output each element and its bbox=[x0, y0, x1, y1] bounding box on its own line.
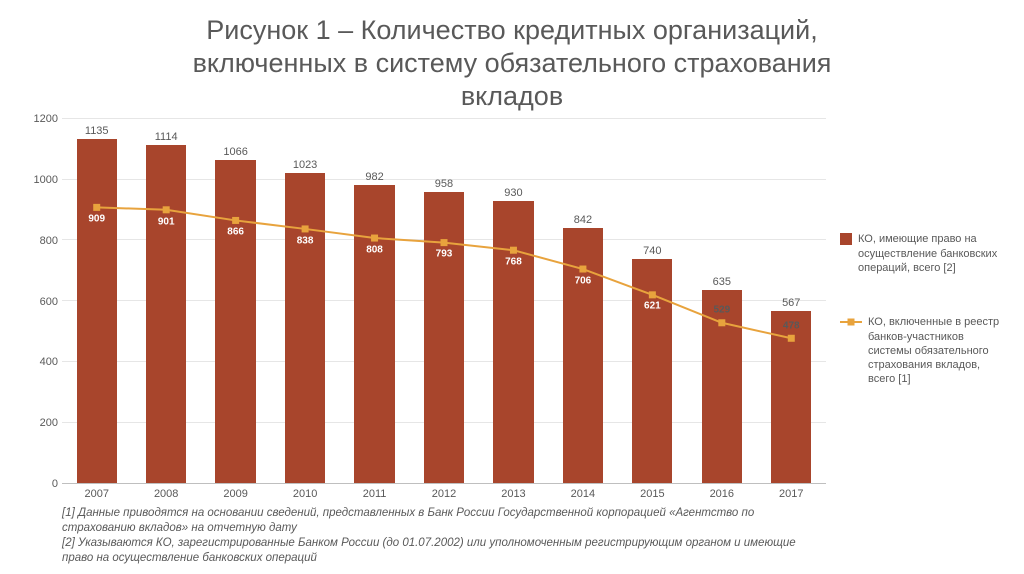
footnote: [2] Указываются КО, зарегистрированные Б… bbox=[62, 536, 824, 566]
plot-row: 020040060080010001200 113511141066102398… bbox=[20, 119, 826, 484]
bar-value-label: 1114 bbox=[155, 131, 178, 143]
bar bbox=[424, 192, 464, 483]
y-tick-label: 200 bbox=[40, 417, 58, 429]
x-tick-label: 2008 bbox=[131, 484, 200, 500]
chart-row: 020040060080010001200 113511141066102398… bbox=[20, 119, 1004, 500]
bar-slot: 1066 bbox=[201, 119, 270, 483]
title-line: Рисунок 1 – Количество кредитных организ… bbox=[20, 14, 1004, 47]
bar-value-label: 740 bbox=[643, 245, 661, 257]
bar bbox=[632, 259, 672, 484]
x-tick-label: 2012 bbox=[409, 484, 478, 500]
legend-swatch-bar-icon bbox=[840, 233, 852, 245]
y-tick-label: 800 bbox=[40, 235, 58, 247]
bar-value-label: 567 bbox=[782, 297, 800, 309]
bar-value-label: 842 bbox=[574, 214, 592, 226]
x-tick-label: 2009 bbox=[201, 484, 270, 500]
slide: Рисунок 1 – Количество кредитных организ… bbox=[0, 0, 1024, 574]
footnotes: [1] Данные приводятся на основании сведе… bbox=[20, 506, 1004, 566]
chart: 020040060080010001200 113511141066102398… bbox=[20, 119, 826, 500]
bar-slot: 958 bbox=[409, 119, 478, 483]
bar-value-label: 982 bbox=[365, 171, 383, 183]
bar-slot: 982 bbox=[340, 119, 409, 483]
y-tick-label: 400 bbox=[40, 356, 58, 368]
legend-item: КО, включенные в реестр банков-участнико… bbox=[840, 315, 1004, 386]
bar-value-label: 930 bbox=[504, 187, 522, 199]
footnote: [1] Данные приводятся на основании сведе… bbox=[62, 506, 824, 536]
y-tick-label: 1000 bbox=[34, 174, 58, 186]
plot-area: 1135111410661023982958930842740635567 90… bbox=[62, 119, 826, 484]
bar-slot: 842 bbox=[548, 119, 617, 483]
x-tick-label: 2016 bbox=[687, 484, 756, 500]
legend: КО, имеющие право на осуществление банко… bbox=[826, 119, 1004, 500]
bar bbox=[771, 311, 811, 483]
bars-layer: 1135 1114 1066 1023 982 958 930 842 740 635 567 bbox=[62, 119, 826, 483]
bar-slot: 1023 bbox=[270, 119, 339, 483]
y-axis: 020040060080010001200 bbox=[20, 119, 62, 484]
title-line: вкладов bbox=[20, 80, 1004, 113]
bar bbox=[493, 201, 533, 483]
bar bbox=[215, 160, 255, 484]
x-tick-label: 2011 bbox=[340, 484, 409, 500]
bar-slot: 567 bbox=[757, 119, 826, 483]
bar-slot: 1114 bbox=[131, 119, 200, 483]
bar-value-label: 635 bbox=[713, 276, 731, 288]
legend-swatch-line-icon bbox=[840, 316, 862, 328]
legend-item: КО, имеющие право на осуществление банко… bbox=[840, 232, 1004, 275]
bar bbox=[285, 173, 325, 484]
bar bbox=[146, 145, 186, 483]
x-tick-label: 2013 bbox=[479, 484, 548, 500]
x-tick-label: 2015 bbox=[618, 484, 687, 500]
x-tick-label: 2010 bbox=[270, 484, 339, 500]
x-tick-label: 2007 bbox=[62, 484, 131, 500]
bar-value-label: 958 bbox=[435, 178, 453, 190]
title-line: включенных в систему обязательного страх… bbox=[20, 47, 1004, 80]
bar bbox=[354, 185, 394, 483]
bar-slot: 635 bbox=[687, 119, 756, 483]
bar-value-label: 1023 bbox=[293, 159, 317, 171]
legend-label: КО, имеющие право на осуществление банко… bbox=[858, 232, 1004, 275]
bar-slot: 1135 bbox=[62, 119, 131, 483]
bar-value-label: 1135 bbox=[85, 125, 109, 137]
bar bbox=[563, 228, 603, 484]
x-tick-label: 2017 bbox=[757, 484, 826, 500]
y-tick-label: 1200 bbox=[34, 113, 58, 125]
x-tick-label: 2014 bbox=[548, 484, 617, 500]
bar bbox=[77, 139, 117, 484]
y-tick-label: 600 bbox=[40, 296, 58, 308]
bar-value-label: 1066 bbox=[223, 146, 247, 158]
bar bbox=[702, 290, 742, 483]
chart-title: Рисунок 1 – Количество кредитных организ… bbox=[20, 14, 1004, 113]
bar-slot: 930 bbox=[479, 119, 548, 483]
x-axis: 2007200820092010201120122013201420152016… bbox=[62, 484, 826, 500]
y-tick-label: 0 bbox=[52, 478, 58, 490]
legend-label: КО, включенные в реестр банков-участнико… bbox=[868, 315, 1004, 386]
bar-slot: 740 bbox=[618, 119, 687, 483]
